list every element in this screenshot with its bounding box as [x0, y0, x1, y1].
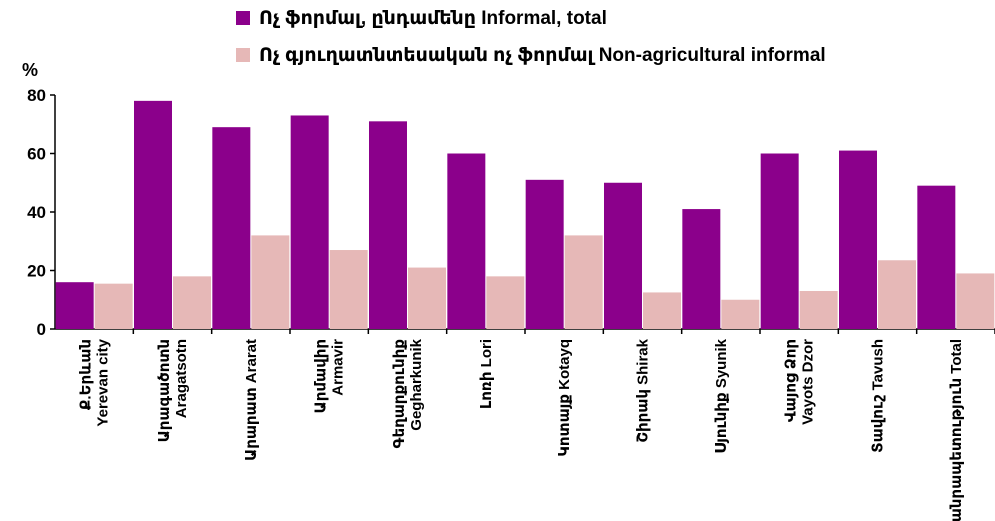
x-tick-label-line: Արմավիր: [313, 339, 330, 413]
x-tick-label-line: Gegharkunik: [408, 338, 425, 430]
x-tick-label: ԳեղարքունիքGegharkunik: [391, 338, 425, 448]
y-tick-label: 80: [27, 86, 46, 105]
y-tick-label: 40: [27, 203, 46, 222]
x-tick-label-line: Շիրակ Shirak: [635, 338, 652, 442]
legend-label-non-agricultural: Ոչ գյուղատնտեսական ոչ ֆորմալ Non-agricul…: [259, 44, 826, 66]
y-tick-label: 60: [27, 145, 46, 164]
bar-informal-total: [369, 121, 407, 329]
legend: Ոչ ֆորմալ, ընդամենը Informal, total Ոչ գ…: [236, 6, 826, 80]
x-tick-label-line: Ք.Երևան: [78, 339, 95, 410]
bar-non-agricultural: [643, 292, 681, 329]
x-tick-label: ԱրմավիրArmavir: [313, 339, 347, 414]
y-axis-unit-label: %: [22, 60, 38, 80]
x-tick-label-line: Կոտայք Kotayq: [556, 339, 573, 457]
legend-swatch-non-agricultural: [236, 48, 250, 62]
x-tick-label-line: Արարատ Ararat: [243, 339, 260, 461]
y-tick-label: 20: [27, 262, 46, 281]
x-tick-label-line: Aragatsotn: [173, 339, 190, 418]
legend-item-non-agricultural: Ոչ գյուղատնտեսական ոչ ֆորմալ Non-agricul…: [236, 43, 826, 67]
bar-informal-total: [839, 150, 877, 329]
bar-non-agricultural: [799, 290, 838, 329]
bar-non-agricultural: [329, 250, 368, 329]
bar-informal-total: [447, 153, 486, 329]
x-tick-label: Կոտայք Kotayq: [556, 339, 573, 457]
x-tick-label-line: Vayots Dzor: [800, 339, 817, 425]
bar-informal-total: [212, 127, 251, 329]
x-tick-label-line: Հանրապետություն Total: [948, 339, 965, 521]
bar-non-agricultural: [956, 273, 995, 329]
bar-informal-total: [682, 209, 721, 329]
x-tick-label-line: Լոռի Lori: [478, 339, 495, 409]
bar-informal-total: [55, 282, 94, 329]
x-tick-label: Շիրակ Shirak: [635, 338, 652, 442]
x-tick-label-line: Armavir: [330, 339, 347, 396]
bar-informal-total: [604, 182, 642, 329]
x-tick-label: ԱրագածոտնAragatsotn: [156, 339, 190, 442]
bar-non-agricultural: [251, 235, 290, 329]
bar-non-agricultural: [721, 299, 760, 329]
x-tick-label: Սյունիք Syunik: [713, 338, 730, 453]
legend-item-informal-total: Ոչ ֆորմալ, ընդամենը Informal, total: [236, 6, 826, 30]
x-tick-label-line: Սյունիք Syunik: [713, 338, 730, 453]
x-tick-label: Լոռի Lori: [478, 339, 495, 409]
bar-non-agricultural: [408, 267, 446, 329]
y-tick-label: 0: [37, 320, 46, 339]
x-tick-label: Ք.ԵրևանYerevan city: [78, 338, 112, 426]
bar-informal-total: [134, 100, 172, 329]
bar-non-agricultural: [564, 235, 603, 329]
bar-informal-total: [525, 179, 564, 329]
bar-non-agricultural: [173, 276, 211, 329]
x-tick-label: Տավուշ Tavush: [870, 339, 887, 453]
x-tick-label: Վայոց ՁորVayots Dzor: [783, 339, 817, 425]
x-tick-label: Հանրապետություն Total: [948, 339, 965, 521]
bar-informal-total: [760, 153, 799, 329]
legend-label-informal-total: Ոչ ֆորմալ, ընդամենը Informal, total: [259, 7, 607, 29]
bar-non-agricultural: [94, 283, 133, 329]
x-tick-label-line: Գեղարքունիք: [391, 339, 408, 449]
x-tick-label-line: Վայոց Ձոր: [783, 339, 800, 422]
x-tick-label-line: Տավուշ Tavush: [870, 339, 887, 453]
x-tick-label: Արարատ Ararat: [243, 339, 260, 461]
x-tick-label-line: Yerevan city: [95, 338, 112, 426]
bar-informal-total: [290, 115, 329, 329]
x-tick-label-line: Արագածոտն: [156, 339, 173, 442]
bar-non-agricultural: [878, 260, 916, 329]
bar-informal-total: [917, 185, 956, 329]
legend-swatch-informal-total: [236, 11, 250, 25]
bar-non-agricultural: [486, 276, 525, 329]
